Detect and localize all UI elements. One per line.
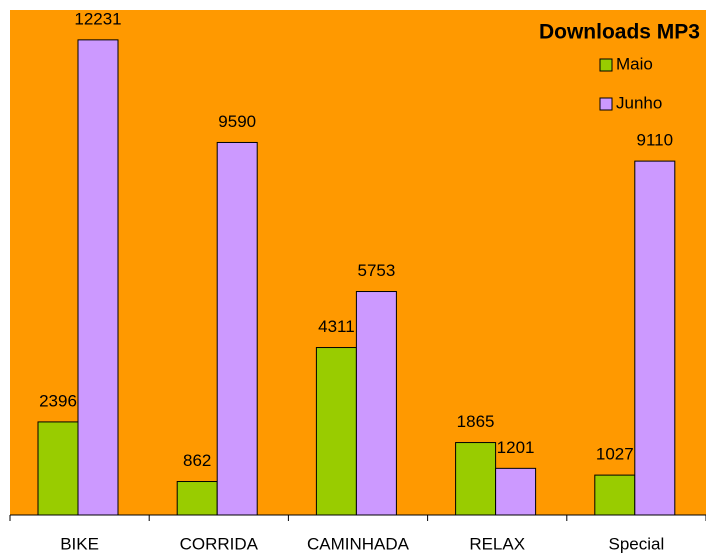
data-label: 9590: [218, 112, 256, 131]
data-label: 5753: [357, 261, 395, 280]
bar: [315, 347, 357, 516]
legend-swatch: [599, 58, 613, 72]
bar: [594, 474, 636, 516]
bar: [355, 291, 397, 516]
data-label: 4311: [318, 317, 355, 336]
x-tick-label: Special: [609, 534, 665, 553]
data-label: 2396: [39, 391, 77, 410]
data-label: 12231: [74, 9, 121, 28]
x-tick-label: CAMINHADA: [307, 534, 410, 553]
legend-swatch: [599, 97, 613, 111]
bar: [176, 481, 218, 516]
x-tick-label: RELAX: [469, 534, 525, 553]
x-tick-label: BIKE: [60, 534, 99, 553]
data-label: 1027: [596, 445, 634, 464]
bar: [77, 39, 119, 516]
data-label: 1865: [457, 412, 495, 431]
legend-label: Junho: [616, 93, 662, 112]
data-label: 1201: [497, 438, 535, 457]
data-label: 9110: [637, 131, 674, 150]
x-tick-label: CORRIDA: [180, 534, 259, 553]
chart-title: Downloads MP3: [539, 21, 700, 44]
bar: [495, 467, 537, 516]
bar: [216, 141, 258, 516]
legend-label: Maio: [616, 54, 653, 73]
data-label: 862: [183, 451, 211, 470]
bar: [37, 421, 79, 516]
bar: [634, 160, 676, 516]
bar: [455, 442, 497, 516]
